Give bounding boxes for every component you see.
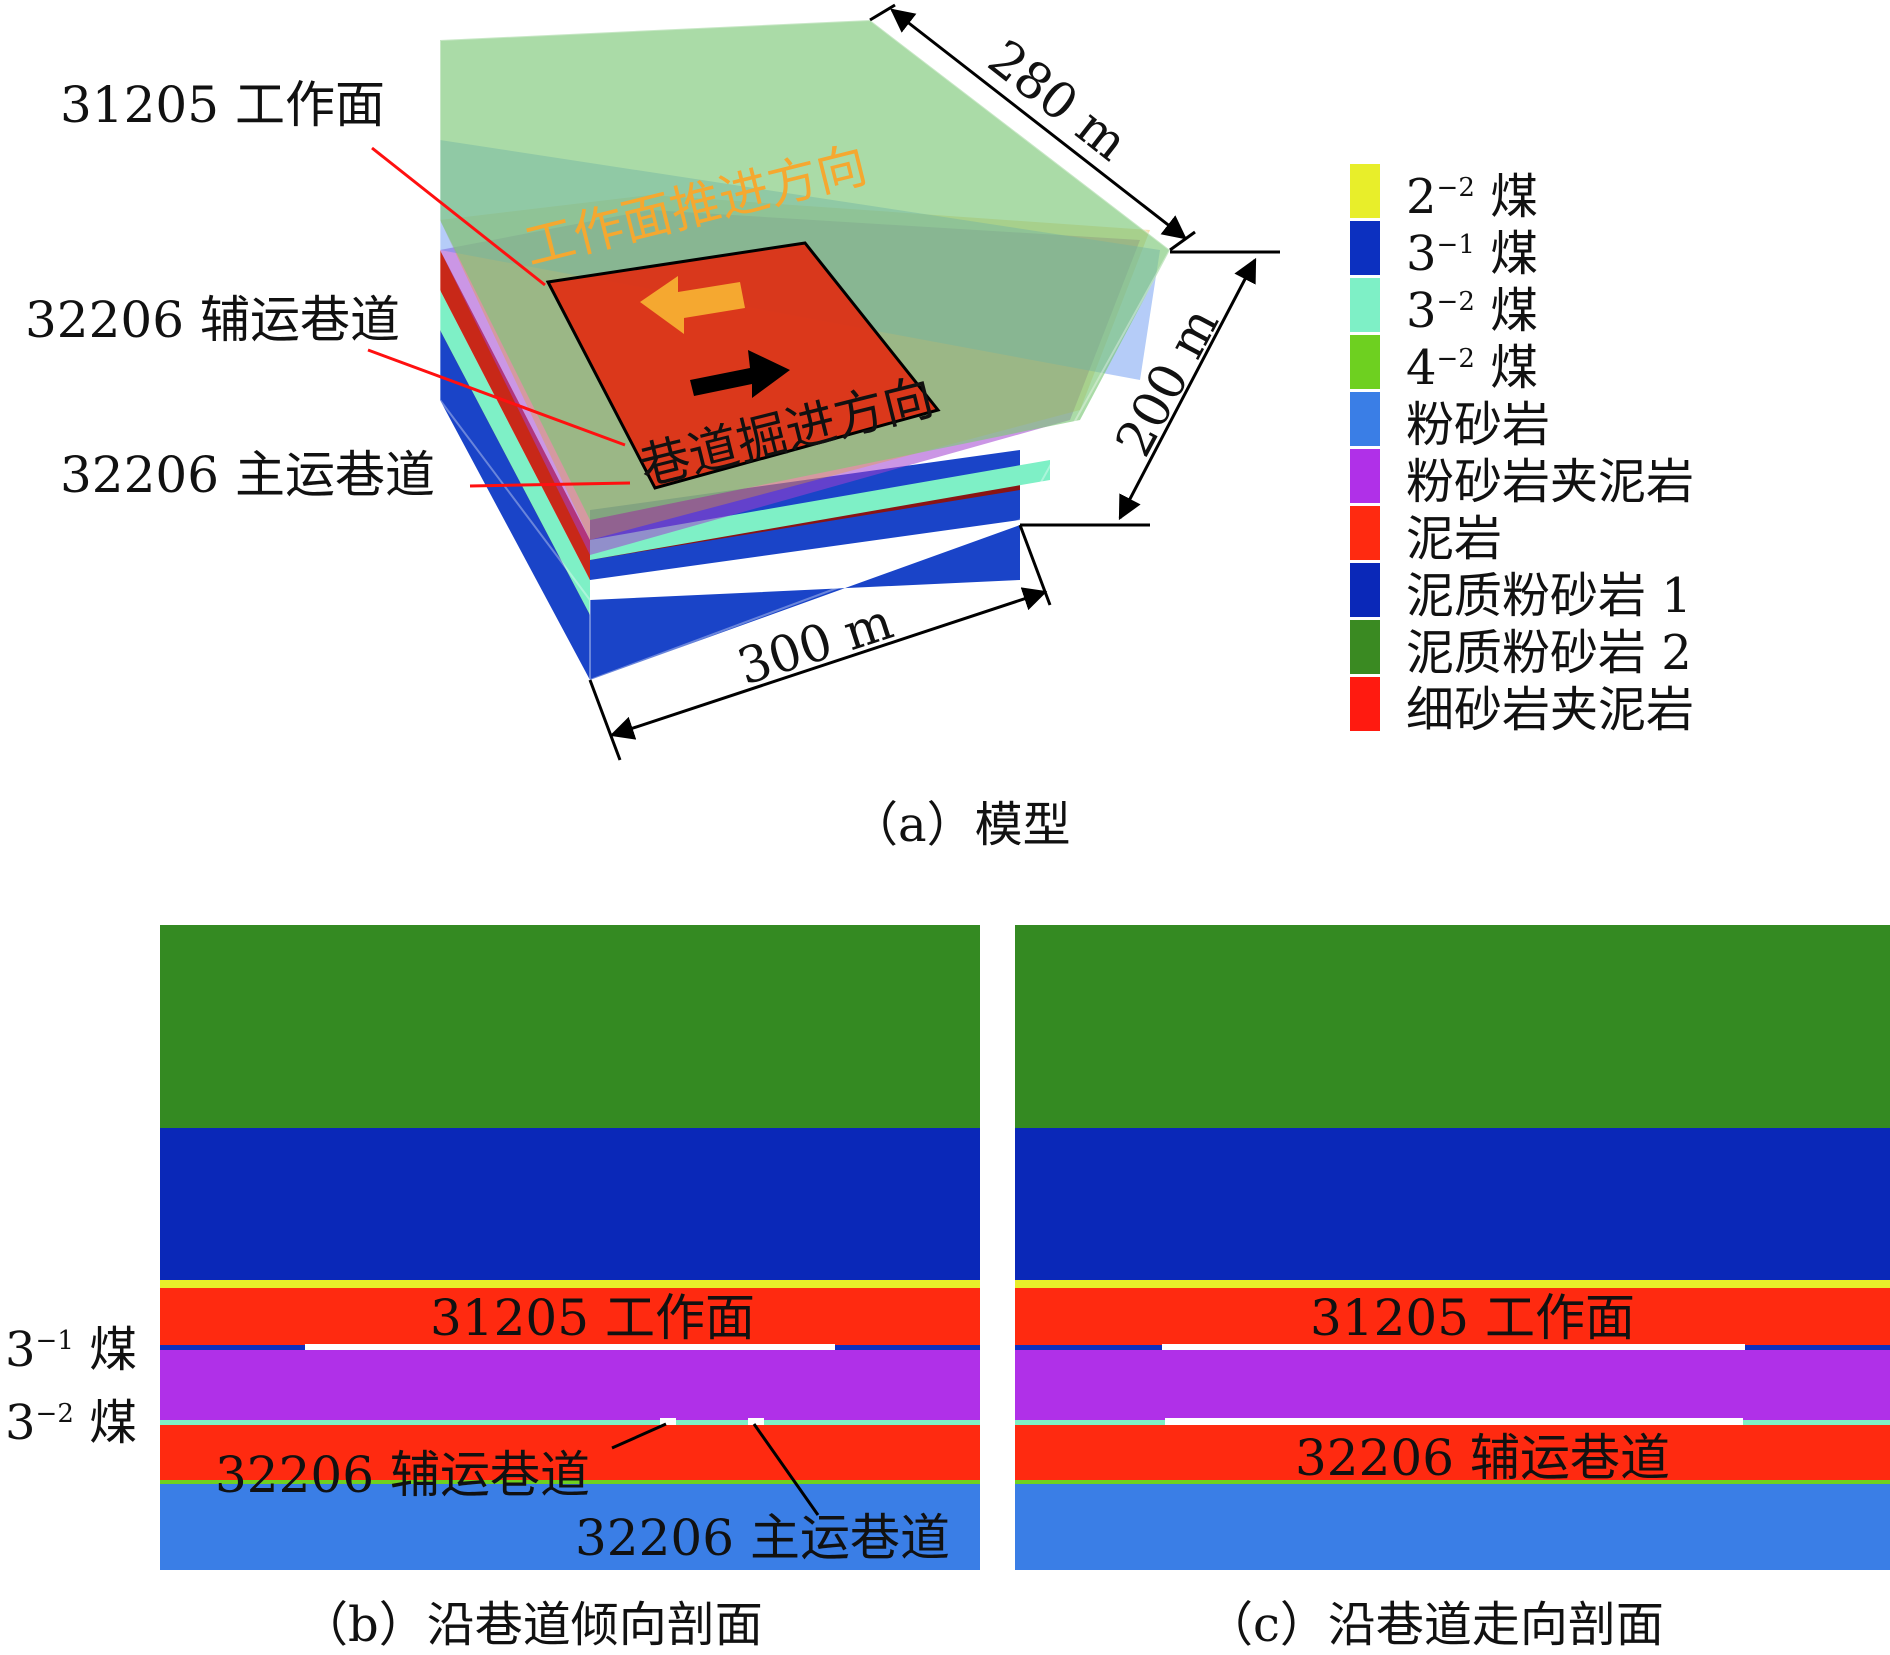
seam-3-1-side-label: 3−1 煤 — [5, 1322, 138, 1378]
c-workface-label: 31205 工作面 — [1310, 1289, 1635, 1347]
legend-swatch — [1350, 335, 1380, 389]
legend-label: 3−2 煤 — [1406, 283, 1539, 339]
b-seam-3-2 — [160, 1420, 980, 1425]
aux-roadway-leader — [367, 348, 626, 447]
b-stratum-lightblue — [160, 1484, 980, 1570]
c-seam-yellow — [1015, 1280, 1890, 1288]
c-workface-gap — [1162, 1344, 1745, 1350]
c-stratum-red-lower — [1015, 1425, 1890, 1480]
b-workface-gap — [305, 1344, 835, 1350]
section-c — [1015, 925, 1890, 1570]
seam-3-2-side-label: 3−2 煤 — [5, 1395, 138, 1451]
legend-label: 泥岩 — [1406, 511, 1503, 567]
legend-swatch — [1350, 221, 1380, 275]
b-stratum-purple — [160, 1350, 980, 1420]
legend-swatch — [1350, 449, 1380, 503]
b-main-leader — [752, 1423, 820, 1516]
c-aux-roadway-label: 32206 辅运巷道 — [1295, 1429, 1670, 1487]
section-b — [160, 925, 980, 1570]
stratum-cyan-right — [590, 460, 1050, 560]
legend-swatch — [1350, 392, 1380, 446]
advance-arrow — [640, 276, 745, 334]
caption-b: （b）沿巷道倾向剖面 — [300, 1597, 763, 1653]
c-seam-green-thin — [1015, 1480, 1890, 1484]
b-aux-leader — [611, 1422, 667, 1450]
b-stratum-red-lower — [160, 1425, 980, 1480]
legend-swatch — [1350, 563, 1380, 617]
b-aux-roadway — [660, 1418, 676, 1426]
dimension-lines — [588, 3, 1280, 761]
stratum-cyan-front — [440, 290, 590, 615]
aux-roadway-label: 32206 辅运巷道 — [25, 291, 400, 349]
b-workface-label: 31205 工作面 — [430, 1289, 755, 1347]
excavation-arrow — [690, 350, 790, 398]
c-stratum-green — [1015, 925, 1890, 1128]
b-stratum-red-upper — [160, 1288, 980, 1345]
b-main-roadway-label: 32206 主运巷道 — [575, 1509, 950, 1567]
c-stratum-purple — [1015, 1350, 1890, 1420]
caption-c: （c）沿巷道走向剖面 — [1205, 1597, 1664, 1653]
stratum-blue-front — [440, 310, 590, 680]
legend-label: 4−2 煤 — [1406, 340, 1539, 396]
main-roadway-leader — [469, 481, 631, 488]
legend-label: 泥质粉砂岩 2 — [1406, 625, 1692, 681]
b-main-roadway — [748, 1418, 764, 1426]
workface-label: 31205 工作面 — [60, 76, 385, 134]
width-dimension-line — [609, 587, 1048, 740]
legend-swatch — [1350, 164, 1380, 218]
legend-label: 泥质粉砂岩 1 — [1406, 568, 1692, 624]
legend-label: 粉砂岩 — [1406, 397, 1551, 453]
b-aux-roadway-label: 32206 辅运巷道 — [215, 1446, 590, 1504]
legend-label: 细砂岩夹泥岩 — [1406, 682, 1695, 738]
legend-swatch — [1350, 278, 1380, 332]
depth-dimension-line — [890, 8, 1187, 240]
caption-a: （a）模型 — [850, 797, 1071, 853]
b-seam-green-thin — [160, 1480, 980, 1484]
stratum-red-front — [440, 250, 590, 580]
legend-swatch — [1350, 620, 1380, 674]
height-dimension-line — [1118, 257, 1257, 521]
c-stratum-lightblue — [1015, 1484, 1890, 1570]
c-stratum-red-upper — [1015, 1288, 1890, 1345]
c-aux-roadway — [1165, 1418, 1743, 1426]
b-seam-yellow — [160, 1280, 980, 1288]
legend-label: 粉砂岩夹泥岩 — [1406, 454, 1695, 510]
legend-label: 2−2 煤 — [1406, 169, 1539, 225]
legend-label: 3−1 煤 — [1406, 226, 1539, 282]
c-stratum-blue — [1015, 1128, 1890, 1280]
b-stratum-green — [160, 925, 980, 1128]
workface-leader — [371, 146, 546, 287]
b-stratum-blue — [160, 1128, 980, 1280]
main-roadway-label: 32206 主运巷道 — [60, 446, 435, 504]
legend-swatch — [1350, 677, 1380, 731]
legend-swatch — [1350, 506, 1380, 560]
